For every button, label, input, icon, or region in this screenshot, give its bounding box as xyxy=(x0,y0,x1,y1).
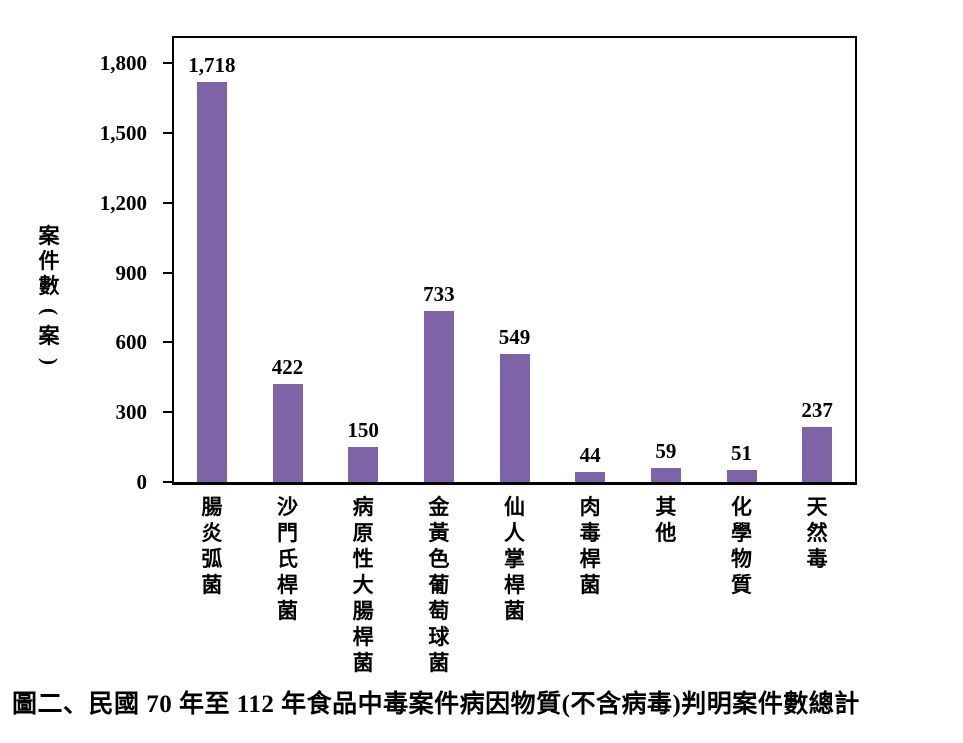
x-axis-category-char: 桿 xyxy=(352,625,374,649)
x-axis-category-char: 沙 xyxy=(277,495,298,519)
x-axis-category-char: 掌 xyxy=(504,547,525,571)
bar-value-label: 733 xyxy=(423,282,455,306)
bar-value-label: 44 xyxy=(579,443,601,467)
x-axis-category-char: 他 xyxy=(655,521,677,545)
x-axis-category-char: 桿 xyxy=(504,573,525,597)
x-axis-category-char: 性 xyxy=(352,547,374,571)
x-axis-category-label: 肉毒桿菌 xyxy=(552,494,628,598)
y-axis-title-char: 案 xyxy=(38,324,60,348)
y-axis-tick-label: 300 xyxy=(115,400,148,425)
bar-value-label: 237 xyxy=(801,398,833,422)
bar xyxy=(348,447,379,482)
bar xyxy=(499,354,530,482)
y-axis-title-char: 數 xyxy=(38,274,60,298)
x-axis-category-char: 萄 xyxy=(428,599,450,623)
x-axis-category-label: 腸炎弧菌 xyxy=(174,494,250,598)
x-axis-category-char: 菌 xyxy=(579,573,601,597)
x-axis-category-char: 腸 xyxy=(201,495,223,519)
bar-value-label: 150 xyxy=(347,418,379,442)
bar xyxy=(196,82,227,482)
y-axis-tick-label: 600 xyxy=(115,330,148,355)
y-axis-tick-mark xyxy=(163,271,172,274)
y-axis-tick-mark xyxy=(163,201,172,204)
bar-value-label: 51 xyxy=(731,441,752,465)
x-axis-category-char: 毒 xyxy=(579,521,601,545)
x-axis-category-label: 金黃色葡萄球菌 xyxy=(401,494,477,676)
x-axis-category-char: 然 xyxy=(806,521,828,545)
x-axis-category-char: 葡 xyxy=(428,573,450,597)
x-axis-category-char: 仙 xyxy=(504,495,525,519)
bar xyxy=(423,311,454,482)
x-axis-category-char: 金 xyxy=(428,495,450,519)
bar-value-label: 549 xyxy=(498,325,531,349)
y-axis-title-char: 案 xyxy=(38,224,60,248)
x-axis-category-label: 沙門氏桿菌 xyxy=(250,494,326,624)
x-axis-category-char: 天 xyxy=(806,495,828,519)
x-axis-category-char: 菌 xyxy=(428,651,450,675)
x-axis-category-char: 病 xyxy=(352,495,374,519)
x-axis-category-char: 人 xyxy=(504,521,525,545)
x-axis-category-char: 弧 xyxy=(201,547,223,571)
x-axis-category-char: 色 xyxy=(428,547,450,571)
y-axis-tick-mark xyxy=(163,411,172,414)
x-axis-category-label: 天然毒 xyxy=(779,494,855,572)
x-axis-category-char: 桿 xyxy=(579,547,601,571)
y-axis-tick-label: 1,800 xyxy=(99,51,147,75)
x-axis-category-label: 其他 xyxy=(628,494,704,546)
x-axis-category-char: 原 xyxy=(352,521,374,545)
x-axis-category-char: 桿 xyxy=(277,573,298,597)
x-axis-category-char: 球 xyxy=(428,625,450,649)
x-axis-category-char: 質 xyxy=(731,573,752,597)
x-axis-category-char: 物 xyxy=(731,547,752,571)
x-axis-category-char: 炎 xyxy=(201,521,223,545)
x-axis-category-label: 仙人掌桿菌 xyxy=(477,494,553,624)
bar-value-label: 422 xyxy=(271,355,304,379)
bar-value-label: 1,718 xyxy=(188,53,236,77)
y-axis-title-char: ( xyxy=(37,308,62,315)
y-axis-tick-mark xyxy=(163,341,172,344)
x-axis-category-char: 大 xyxy=(352,573,374,597)
y-axis-tick-label: 0 xyxy=(136,470,148,494)
x-axis-category-char: 黃 xyxy=(428,521,450,545)
x-axis-category-char: 腸 xyxy=(352,599,374,623)
y-axis-tick-label: 1,500 xyxy=(99,120,147,145)
y-axis-tick-mark xyxy=(163,481,172,483)
x-axis-category-char: 菌 xyxy=(201,573,223,597)
x-axis-category-char: 肉 xyxy=(579,495,601,519)
x-axis-category-char: 菌 xyxy=(277,599,298,623)
x-axis-category-char: 菌 xyxy=(504,599,525,623)
x-axis-category-char: 其 xyxy=(655,495,677,519)
x-axis-category-char: 化 xyxy=(731,495,752,519)
x-axis-category-label: 病原性大腸桿菌 xyxy=(325,494,401,676)
bar xyxy=(726,470,757,482)
y-axis-title-char: 件 xyxy=(38,249,60,273)
y-axis-tick-mark xyxy=(163,131,172,134)
y-axis-tick-label: 1,200 xyxy=(99,190,147,215)
y-axis-title: 案件數(案) xyxy=(34,224,64,374)
bar xyxy=(575,472,606,482)
x-axis-category-char: 氏 xyxy=(277,547,298,571)
figure-caption: 圖二、民國 70 年至 112 年食品中毒案件病因物質(不含病毒)判明案件數總計 xyxy=(12,691,860,718)
bar xyxy=(650,468,681,482)
y-axis-tick-mark xyxy=(163,62,172,64)
x-axis-category-char: 門 xyxy=(277,521,298,545)
x-axis-category-char: 毒 xyxy=(806,547,828,571)
x-axis-category-char: 學 xyxy=(731,521,752,545)
bar-value-label: 59 xyxy=(655,439,677,463)
y-axis-tick-label: 900 xyxy=(115,260,148,285)
bar xyxy=(802,427,833,482)
x-axis-category-label: 化學物質 xyxy=(704,494,780,598)
bar xyxy=(272,384,303,482)
x-axis-category-char: 菌 xyxy=(352,651,374,675)
